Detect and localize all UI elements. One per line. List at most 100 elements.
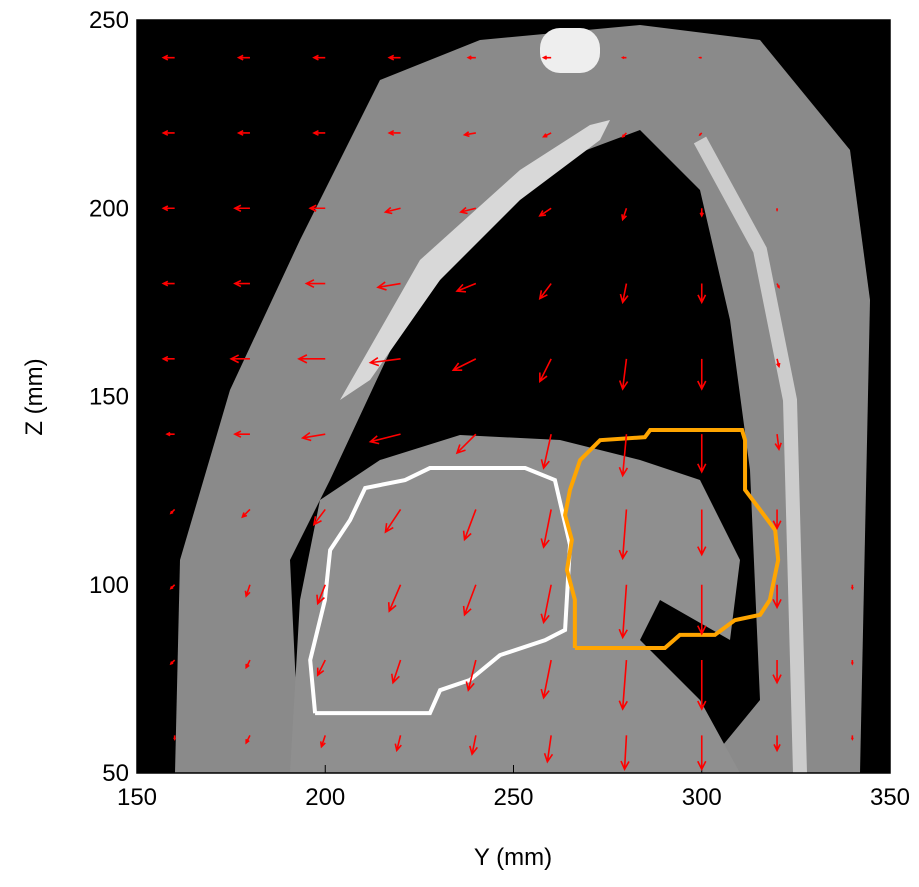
vector-arrow <box>538 207 552 217</box>
vector-arrow <box>387 129 401 136</box>
vector-arrow <box>619 283 629 305</box>
vector-arrow <box>469 735 478 756</box>
vector-arrow <box>384 509 402 534</box>
vector-arrow <box>241 508 251 519</box>
vector-arrow <box>540 659 552 700</box>
vector-arrow <box>621 132 628 138</box>
contour <box>308 466 572 716</box>
y-tick-label: 100 <box>89 572 129 599</box>
vector-arrow <box>368 433 401 445</box>
vector-arrow <box>772 660 782 685</box>
vector-arrow <box>697 283 707 305</box>
vector-arrow <box>245 659 251 670</box>
x-tick-label: 250 <box>493 784 533 811</box>
vector-arrow <box>697 660 707 711</box>
vector-arrow <box>459 206 477 215</box>
vector-arrow <box>618 509 628 561</box>
vector-arrow <box>394 735 402 753</box>
vector-arrow <box>169 584 176 590</box>
vector-arrow <box>245 734 251 745</box>
vector-arrow <box>697 509 707 557</box>
x-tick-label: 150 <box>117 784 157 811</box>
vector-arrow <box>387 54 401 61</box>
vector-arrow <box>169 659 176 666</box>
contour <box>563 428 781 651</box>
vector-arrow <box>543 735 554 764</box>
vector-arrow <box>620 735 630 772</box>
vector-arrow <box>850 660 854 666</box>
vector-arrow <box>462 509 477 542</box>
vector-arrow <box>850 735 854 741</box>
vector-arrow <box>161 129 175 136</box>
vector-arrow <box>698 132 703 137</box>
vector-arrow <box>387 584 402 613</box>
vector-arrow <box>312 54 326 61</box>
vector-arrow <box>161 280 175 287</box>
vector-arrow <box>368 356 401 367</box>
vector-arrow <box>300 432 326 442</box>
vector-arrow <box>541 55 552 60</box>
vector-arrow <box>173 735 177 741</box>
vector-arrow <box>697 584 707 636</box>
vector-arrow <box>376 281 401 291</box>
vector-arrow <box>776 283 780 289</box>
vector-arrow <box>774 434 782 451</box>
x-tick-label: 350 <box>870 784 910 811</box>
vector-arrow <box>620 56 627 60</box>
y-tick-label: 250 <box>89 7 129 34</box>
vector-arrow <box>772 509 782 531</box>
vector-arrow <box>165 431 175 437</box>
vector-arrow <box>229 354 250 364</box>
vector-arrow <box>304 279 326 289</box>
vector-arrow <box>775 208 779 212</box>
ct-image <box>137 20 890 773</box>
vector-arrow <box>540 584 552 625</box>
vector-arrow <box>383 206 401 215</box>
vector-arrow <box>390 659 402 685</box>
vector-arrow <box>618 584 628 640</box>
vector-arrow <box>698 56 702 59</box>
plot-layer <box>161 54 854 772</box>
y-tick-label: 50 <box>102 760 129 787</box>
vector-arrow <box>169 508 176 515</box>
vector-arrow <box>236 54 250 61</box>
vector-arrow <box>316 659 326 677</box>
vector-arrow <box>451 358 477 371</box>
vector-arrow <box>297 354 326 364</box>
vector-arrow <box>773 735 781 753</box>
vector-arrow <box>316 584 326 606</box>
vector-arrow <box>776 358 781 369</box>
vector-arrow <box>244 584 251 598</box>
x-axis-label: Y (mm) <box>474 844 552 871</box>
vector-arrow <box>312 129 326 136</box>
vector-arrow <box>319 735 327 749</box>
vector-arrow <box>462 584 477 617</box>
vector-arrow <box>850 584 854 591</box>
vector-arrow <box>312 508 326 526</box>
vector-arrow <box>455 433 477 455</box>
vector-arrow <box>542 132 552 138</box>
vector-arrow <box>465 659 477 692</box>
vector-arrow <box>772 584 782 610</box>
vector-arrow <box>697 358 707 391</box>
vector-arrow <box>618 358 629 391</box>
y-tick-label: 200 <box>89 195 129 222</box>
vector-arrow <box>540 433 552 470</box>
vector-arrow <box>462 131 476 138</box>
vector-arrow <box>699 208 704 218</box>
vector-arrow <box>621 207 628 222</box>
vector-arrow <box>697 434 707 474</box>
vector-arrow <box>161 54 175 61</box>
vector-arrow <box>455 282 477 293</box>
vector-arrow <box>233 279 250 288</box>
vector-arrow <box>540 509 552 549</box>
vector-arrow <box>161 205 175 212</box>
x-tick-label: 200 <box>305 784 345 811</box>
vector-arrow <box>618 659 628 711</box>
vector-arrow <box>236 129 250 136</box>
y-axis-label: Z (mm) <box>21 358 48 435</box>
vector-arrow <box>233 204 250 212</box>
vector-arrow <box>538 283 552 301</box>
y-tick-label: 150 <box>89 384 129 411</box>
